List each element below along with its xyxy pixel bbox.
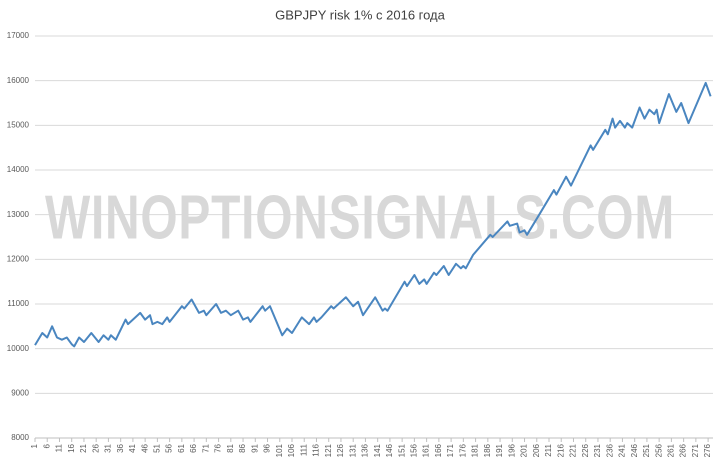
y-tick-label: 12000 <box>7 254 30 263</box>
x-tick-label: 81 <box>226 443 235 452</box>
x-tick-label: 146 <box>385 443 394 457</box>
x-tick-label: 11 <box>55 443 64 452</box>
x-tick-label: 231 <box>593 443 602 457</box>
x-tick-label: 151 <box>397 443 406 457</box>
x-tick-label: 186 <box>483 443 492 457</box>
x-tick-label: 121 <box>324 443 333 457</box>
x-tick-label: 26 <box>91 443 100 452</box>
y-tick-label: 17000 <box>7 31 30 40</box>
x-tick-label: 251 <box>642 443 651 457</box>
x-tick-label: 76 <box>214 443 223 452</box>
watermark: WINOPTIONSIGNALS.COM <box>45 183 675 252</box>
x-tick-label: 86 <box>238 443 247 452</box>
x-tick-label: 46 <box>140 443 149 452</box>
x-tick-label: 246 <box>630 443 639 457</box>
data-line <box>34 81 712 348</box>
x-tick-label: 171 <box>446 443 455 457</box>
x-tick-label: 71 <box>201 443 210 452</box>
x-tick-label: 266 <box>679 443 688 457</box>
x-tick-label: 156 <box>409 443 418 457</box>
y-tick-label: 13000 <box>7 210 30 219</box>
x-tick-label: 271 <box>691 443 700 457</box>
x-tick-label: 176 <box>458 443 467 457</box>
x-tick-label: 66 <box>189 443 198 452</box>
y-tick-label: 15000 <box>7 120 30 129</box>
x-tick-label: 31 <box>104 443 113 452</box>
y-tick-label: 16000 <box>7 76 30 85</box>
x-tick-label: 221 <box>569 443 578 457</box>
x-tick-label: 236 <box>605 443 614 457</box>
x-tick-label: 56 <box>165 443 174 452</box>
x-tick-label: 206 <box>532 443 541 457</box>
y-tick-label: 14000 <box>7 165 30 174</box>
x-tick-label: 106 <box>287 443 296 457</box>
x-tick-label: 161 <box>422 443 431 457</box>
x-tick-label: 101 <box>275 443 284 457</box>
y-tick-label: 11000 <box>7 299 29 308</box>
x-tick-label: 201 <box>520 443 529 457</box>
x-tick-label: 1 <box>30 443 39 448</box>
x-tick-label: 41 <box>128 443 137 452</box>
x-tick-label: 181 <box>471 443 480 457</box>
y-tick-label: 8000 <box>11 433 29 442</box>
x-tick-label: 226 <box>581 443 590 457</box>
x-tick-label: 36 <box>116 443 125 452</box>
x-tick-label: 141 <box>373 443 382 457</box>
x-tick-label: 51 <box>152 443 161 452</box>
x-tick-label: 16 <box>67 443 76 452</box>
x-tick-label: 276 <box>703 443 712 457</box>
x-tick-label: 91 <box>250 443 259 452</box>
x-tick-label: 61 <box>177 443 186 452</box>
y-tick-label: 10000 <box>7 344 30 353</box>
x-tick-label: 166 <box>434 443 443 457</box>
x-tick-label: 96 <box>263 443 272 452</box>
x-tick-label: 116 <box>312 443 321 456</box>
y-tick-label: 9000 <box>11 388 29 397</box>
x-tick-label: 136 <box>361 443 370 457</box>
x-tick-label: 211 <box>544 443 553 456</box>
x-tick-label: 6 <box>42 443 51 448</box>
x-tick-label: 241 <box>618 443 627 457</box>
x-tick-label: 256 <box>654 443 663 457</box>
chart-title: GBPJPY risk 1% с 2016 года <box>275 7 446 22</box>
x-tick-label: 111 <box>299 443 308 456</box>
x-tick-label: 261 <box>666 443 675 457</box>
x-tick-label: 196 <box>507 443 516 457</box>
x-tick-label: 21 <box>79 443 88 452</box>
x-tick-label: 191 <box>495 443 504 457</box>
x-tick-label: 216 <box>556 443 565 457</box>
x-tick-label: 131 <box>348 443 357 457</box>
x-tick-label: 126 <box>336 443 345 457</box>
